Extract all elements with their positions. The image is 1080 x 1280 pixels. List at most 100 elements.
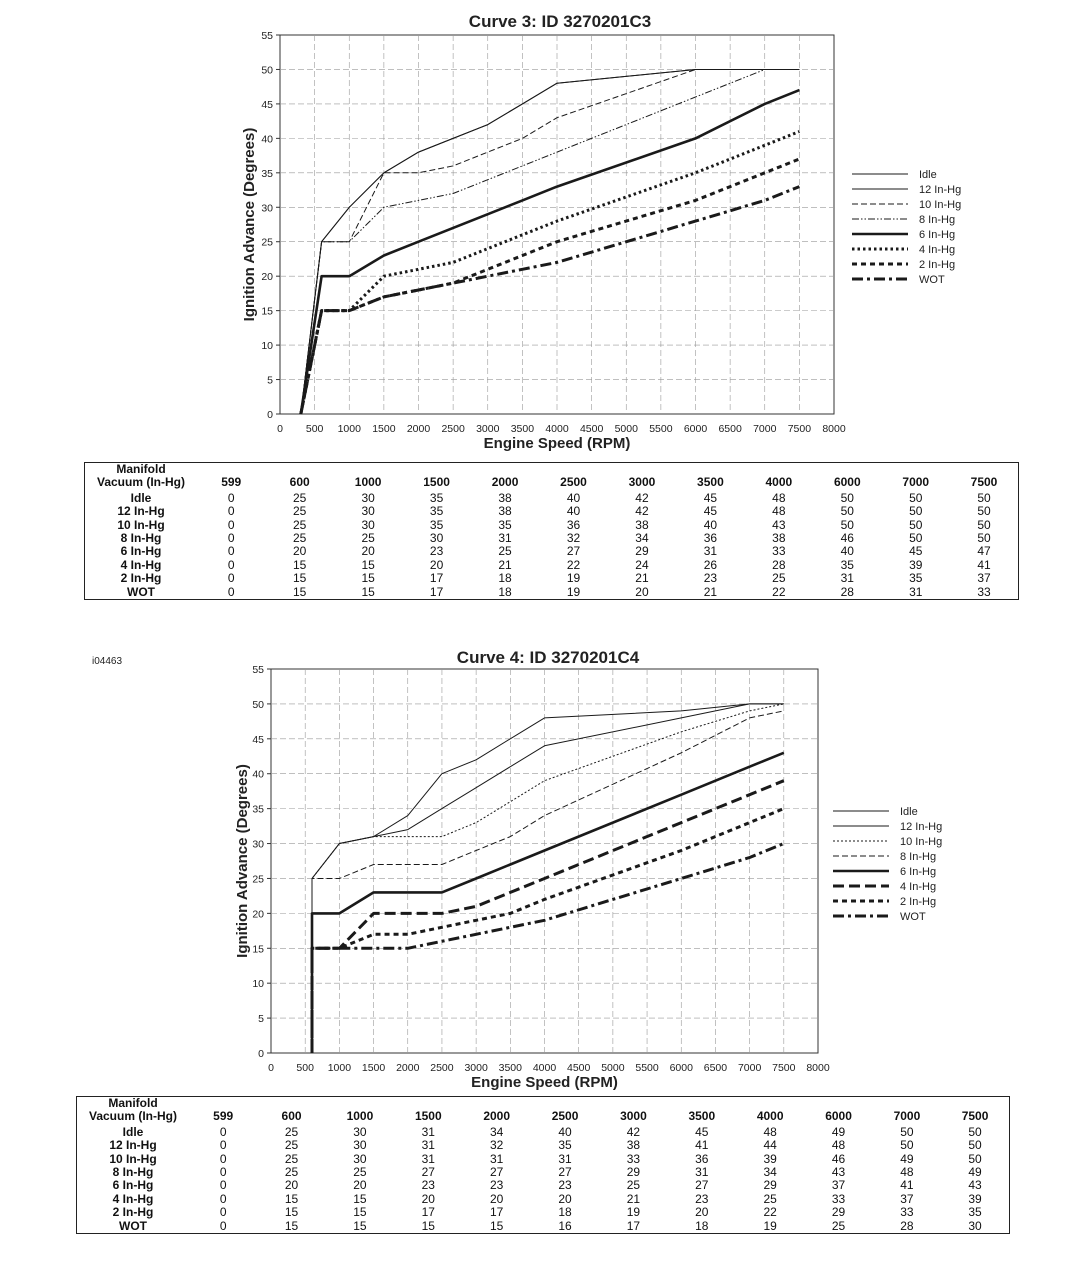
row-label: 8 In-Hg	[112, 1165, 154, 1180]
table-cell: 33	[831, 1191, 846, 1206]
table-cell: 39	[909, 557, 923, 572]
column-header: 4000	[765, 475, 793, 490]
x-tick-label: 3500	[499, 1062, 523, 1074]
table-cell: 46	[831, 1151, 846, 1166]
column-header: 600	[289, 475, 310, 490]
series-line-6-in-hg	[310, 751, 785, 1053]
table-cell: 17	[626, 1218, 641, 1233]
table-cell: 16	[558, 1218, 572, 1233]
x-tick-label: 1500	[372, 423, 396, 435]
row-label: WOT	[127, 584, 155, 599]
y-tick-label: 55	[261, 30, 273, 42]
table-cell: 50	[909, 504, 923, 519]
column-header: 600	[281, 1109, 302, 1124]
row-label: 8 In-Hg	[120, 531, 162, 546]
table-cell: 45	[909, 544, 923, 559]
table-cell: 41	[900, 1178, 914, 1193]
table-cell: 15	[361, 584, 375, 599]
table-cell: 32	[490, 1138, 504, 1153]
table-row: 2 In-Hg 0 15 15 17 18 19 21 23 25 31 35 37	[85, 571, 1019, 586]
x-tick-label: 6500	[718, 423, 742, 435]
table-cell: 40	[840, 544, 854, 559]
table-cell: 31	[421, 1124, 435, 1139]
table-cell: 25	[831, 1218, 846, 1233]
table-cell: 30	[429, 531, 444, 546]
x-tick-label: 5500	[635, 1062, 659, 1074]
table-cell: 15	[284, 1191, 299, 1206]
table-cell: 44	[763, 1138, 777, 1153]
table-cell: 25	[353, 1165, 367, 1180]
table-cell: 30	[353, 1151, 367, 1166]
x-tick-label: 2500	[441, 423, 465, 435]
column-header: 1500	[423, 475, 450, 490]
table-cell: 23	[490, 1178, 504, 1193]
table-cell: 50	[977, 504, 991, 519]
table-cell: 48	[900, 1165, 914, 1180]
table-cell: 15	[293, 557, 307, 572]
table-cell: 15	[284, 1205, 299, 1220]
x-tick-label: 6000	[684, 423, 708, 435]
table-cell: 26	[703, 557, 718, 572]
y-tick-label: 20	[261, 271, 273, 283]
table-cell: 17	[429, 571, 444, 586]
table-cell: 50	[840, 490, 854, 505]
column-header: 4000	[756, 1109, 784, 1124]
column-header: 3500	[688, 1109, 716, 1124]
row-label: 12 In-Hg	[109, 1138, 157, 1153]
series-line-10-in-hg	[300, 69, 800, 415]
table-cell: 34	[763, 1165, 777, 1180]
table-cell: 48	[772, 504, 786, 519]
table-row: 8 In-Hg 0 25 25 30 31 32 34 36 38 46 50 50	[85, 531, 1019, 546]
table-cell: 15	[353, 1205, 367, 1220]
x-tick-label: 5000	[601, 1062, 625, 1074]
legend-label-idle: Idle	[919, 169, 937, 181]
table-cell: 35	[498, 517, 512, 532]
legend-label-wot: WOT	[919, 274, 945, 286]
x-tick-label: 0	[268, 1062, 274, 1074]
table-cell: 22	[772, 584, 786, 599]
column-header: 3000	[628, 475, 656, 490]
table-cell: 31	[840, 571, 854, 586]
table-cell: 28	[900, 1218, 914, 1233]
table-cell: 19	[566, 571, 581, 586]
table-cell: 50	[909, 517, 923, 532]
table-cell: 23	[429, 544, 444, 559]
table-cell: 45	[695, 1124, 709, 1139]
table-cell: 25	[293, 531, 307, 546]
table-cell: 15	[361, 571, 375, 586]
column-header: 2500	[560, 475, 587, 490]
column-header: 1000	[346, 1109, 374, 1124]
legend-label-8-in-hg: 8 In-Hg	[919, 214, 955, 226]
x-tick-label: 3500	[511, 423, 535, 435]
table-header-row: Manifold Vacuum (In-Hg) 599 600 1000 1500 2000…	[85, 462, 1019, 492]
y-tick-label: 30	[252, 839, 264, 851]
x-tick-label: 0	[277, 423, 283, 435]
table-cell: 29	[626, 1165, 641, 1180]
legend-label-8-in-hg: 8 In-Hg	[900, 851, 936, 863]
legend-label-2-in-hg: 2 In-Hg	[919, 259, 955, 271]
table-cell: 30	[353, 1124, 367, 1139]
row-label: 10 In-Hg	[117, 517, 165, 532]
table-cell: 25	[361, 531, 375, 546]
table-cell: 17	[429, 584, 444, 599]
table-cell: 50	[977, 490, 991, 505]
table-cell: 17	[421, 1205, 435, 1220]
x-tick-label: 1500	[362, 1062, 386, 1074]
column-header: 7000	[893, 1109, 921, 1124]
row-label: 4 In-Hg	[120, 557, 162, 572]
table-cell: 36	[703, 531, 718, 546]
table-cell: 19	[626, 1205, 641, 1220]
table-cell: 42	[635, 490, 649, 505]
y-tick-label: 50	[261, 64, 273, 76]
y-tick-label: 25	[252, 873, 264, 885]
table-cell: 20	[429, 557, 444, 572]
table-cell: 27	[421, 1165, 435, 1180]
table-cell: 35	[909, 571, 923, 586]
table-row: WOT 0 15 15 15 15 16 17 18 19 25 28 30	[77, 1218, 1010, 1234]
table-cell: 20	[558, 1191, 572, 1206]
x-tick-label: 8000	[806, 1062, 830, 1074]
table-cell: 15	[353, 1191, 367, 1206]
x-axis-title: Engine Speed (RPM)	[484, 435, 631, 452]
figure-id: i04463	[92, 656, 123, 667]
x-tick-label: 8000	[822, 423, 846, 435]
